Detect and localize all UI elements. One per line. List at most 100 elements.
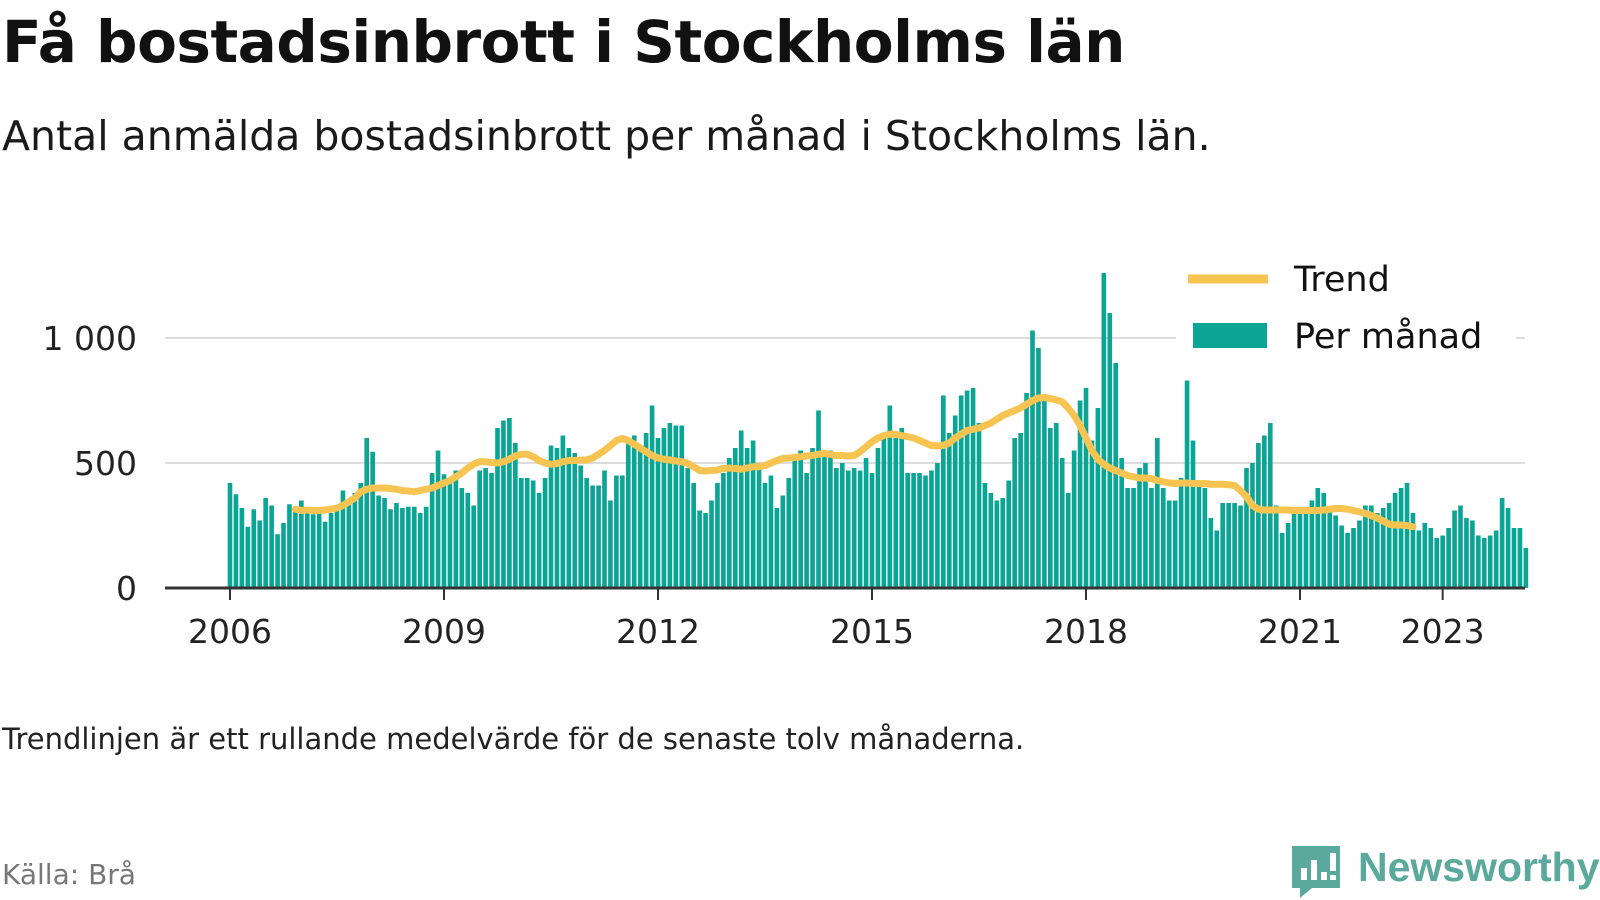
bar: [756, 463, 762, 588]
x-tick-label: 2015: [830, 612, 914, 651]
newsworthy-logo-text: Newsworthy: [1358, 844, 1600, 890]
bar: [750, 440, 756, 588]
bar: [1149, 488, 1154, 588]
bar: [667, 423, 673, 588]
bar: [370, 451, 375, 588]
bar: [1095, 408, 1101, 588]
bar: [1137, 468, 1142, 588]
bar: [388, 509, 393, 588]
bar: [400, 508, 405, 588]
bar: [293, 508, 298, 588]
bar: [1404, 483, 1410, 588]
bar: [322, 521, 328, 588]
bar: [542, 478, 548, 588]
bar: [631, 435, 637, 588]
bar: [1434, 538, 1440, 588]
source-label: Källa: Brå: [2, 858, 136, 891]
bar: [435, 450, 441, 588]
bar: [970, 388, 976, 588]
bar: [1464, 518, 1469, 588]
bar: [952, 415, 958, 588]
legend-bar-label: Per månad: [1294, 316, 1482, 357]
bar: [1155, 438, 1160, 588]
bar: [1511, 528, 1517, 588]
bar: [495, 428, 500, 588]
bar: [744, 448, 750, 588]
bar: [1481, 538, 1487, 588]
trend-line-group: [291, 394, 1417, 531]
bar: [1487, 535, 1493, 588]
x-tick-label: 2021: [1258, 612, 1342, 651]
bar: [899, 428, 905, 588]
bar: [441, 474, 447, 588]
bar: [1220, 503, 1226, 588]
y-tick-label: 500: [74, 444, 137, 483]
chart-title: Få bostadsinbrott i Stockholms län: [2, 8, 1125, 76]
bar: [893, 438, 899, 588]
bar: [620, 475, 625, 588]
bar: [1214, 530, 1220, 588]
bar: [507, 418, 512, 588]
bar: [614, 475, 619, 588]
bar: [1208, 518, 1214, 588]
bar: [828, 450, 833, 588]
bar: [923, 475, 928, 588]
bar: [703, 513, 708, 588]
bar: [1160, 488, 1166, 588]
bar: [364, 438, 370, 588]
bar: [1410, 513, 1416, 588]
bar: [1250, 463, 1255, 588]
bar: [310, 514, 316, 588]
bar: [1440, 535, 1445, 588]
bar: [394, 503, 399, 588]
bar: [572, 453, 578, 588]
bar: [304, 513, 310, 588]
bar: [774, 508, 780, 588]
bar: [1369, 505, 1374, 588]
bar: [834, 468, 839, 588]
bar: [988, 493, 994, 588]
bar: [1113, 363, 1119, 588]
bar: [1351, 528, 1356, 588]
bar: [1374, 513, 1380, 588]
bar: [1458, 505, 1463, 588]
bar: [590, 485, 595, 588]
bar: [316, 513, 322, 588]
bar: [673, 425, 679, 588]
bar: [584, 478, 589, 588]
bar: [792, 460, 798, 588]
bar: [1071, 450, 1077, 588]
bar: [863, 458, 869, 588]
chart-subtitle: Antal anmälda bostadsinbrott per månad i…: [2, 112, 1211, 160]
bar: [905, 473, 910, 588]
bar: [1297, 510, 1303, 588]
y-tick-label: 0: [116, 569, 137, 608]
x-axis: 2006 2009 2012 2015 2018 2021 2023: [165, 586, 1525, 651]
bar: [352, 493, 358, 588]
bar: [554, 448, 560, 588]
bar: [1107, 313, 1113, 588]
bar: [257, 520, 263, 588]
bar: [1517, 528, 1523, 588]
bar: [1202, 488, 1208, 588]
x-tick-label: 2012: [616, 612, 700, 651]
bar: [239, 508, 245, 588]
legend-bar-swatch: [1193, 323, 1267, 348]
bar: [1024, 393, 1029, 588]
bar: [1357, 520, 1362, 588]
bar: [1232, 503, 1237, 588]
bar: [548, 445, 554, 588]
legend: Trend Per månad: [1176, 260, 1516, 360]
x-tick-label: 2009: [402, 612, 486, 651]
bar: [798, 450, 803, 588]
bar: [661, 428, 667, 588]
bar: [732, 448, 738, 588]
bar: [1178, 478, 1184, 588]
bar: [406, 506, 411, 588]
bar: [1119, 458, 1124, 588]
bar: [1380, 508, 1386, 588]
bar: [625, 438, 631, 588]
bar: [655, 438, 661, 588]
bar: [958, 395, 964, 588]
newsworthy-logo-icon: [1292, 846, 1340, 898]
